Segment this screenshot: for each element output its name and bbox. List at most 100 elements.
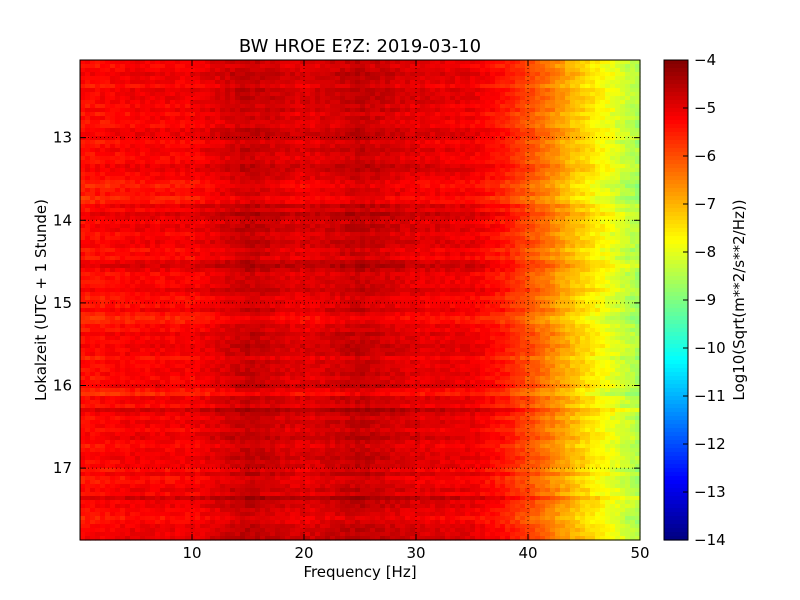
heatmap-cell (315, 232, 321, 237)
heatmap-cell (175, 148, 181, 153)
heatmap-cell (95, 192, 101, 197)
heatmap-cell (580, 112, 586, 117)
heatmap-cell (515, 168, 521, 173)
heatmap-cell (510, 76, 516, 81)
heatmap-cell (195, 144, 201, 149)
heatmap-cell (520, 216, 526, 221)
heatmap-cell (605, 112, 611, 117)
heatmap-cell (300, 232, 306, 237)
heatmap-cell (350, 112, 356, 117)
heatmap-cell (240, 168, 246, 173)
heatmap-cell (495, 120, 501, 125)
heatmap-cell (510, 116, 516, 121)
heatmap-cell (475, 180, 481, 185)
heatmap-cell (310, 200, 316, 205)
heatmap-cell (200, 160, 206, 165)
heatmap-cell (455, 88, 461, 93)
heatmap-cell (145, 72, 151, 77)
heatmap-cell (145, 60, 151, 65)
heatmap-cell (125, 160, 131, 165)
heatmap-cell (535, 208, 541, 213)
heatmap-cell (345, 196, 351, 201)
heatmap-cell (410, 196, 416, 201)
heatmap-cell (590, 124, 596, 129)
heatmap-cell (595, 64, 601, 69)
heatmap-cell (235, 68, 241, 73)
heatmap-cell (285, 112, 291, 117)
heatmap-cell (145, 236, 151, 241)
heatmap-cell (435, 208, 441, 213)
heatmap-cell (140, 176, 146, 181)
heatmap-cell (470, 180, 476, 185)
heatmap-cell (370, 176, 376, 181)
heatmap-cell (370, 236, 376, 241)
heatmap-cell (395, 108, 401, 113)
heatmap-cell (255, 228, 261, 233)
heatmap-cell (300, 112, 306, 117)
heatmap-cell (410, 160, 416, 165)
heatmap-cell (310, 224, 316, 229)
heatmap-cell (635, 76, 641, 81)
heatmap-cell (175, 112, 181, 117)
heatmap-cell (355, 104, 361, 109)
heatmap-cell (540, 64, 546, 69)
heatmap-cell (470, 220, 476, 225)
heatmap-cell (325, 184, 331, 189)
heatmap-cell (495, 140, 501, 145)
heatmap-cell (155, 104, 161, 109)
heatmap-cell (215, 92, 221, 97)
heatmap-cell (240, 140, 246, 145)
heatmap-cell (490, 212, 496, 217)
heatmap-cell (420, 76, 426, 81)
heatmap-cell (110, 128, 116, 133)
heatmap-cell (615, 220, 621, 225)
heatmap-cell (345, 92, 351, 97)
heatmap-cell (515, 140, 521, 145)
heatmap-cell (110, 148, 116, 153)
heatmap-cell (555, 132, 561, 137)
heatmap-cell (545, 168, 551, 173)
heatmap-cell (160, 60, 166, 65)
heatmap-cell (585, 172, 591, 177)
heatmap-cell (205, 88, 211, 93)
heatmap-cell (620, 204, 626, 209)
heatmap-cell (225, 172, 231, 177)
heatmap-cell (130, 140, 136, 145)
heatmap-cell (460, 84, 466, 89)
heatmap-cell (445, 164, 451, 169)
heatmap-cell (385, 204, 391, 209)
heatmap-cell (80, 124, 86, 129)
heatmap-cell (80, 168, 86, 173)
heatmap-cell (385, 100, 391, 105)
heatmap-cell (510, 168, 516, 173)
heatmap-cell (530, 176, 536, 181)
heatmap-cell (215, 76, 221, 81)
heatmap-cell (195, 172, 201, 177)
heatmap-cell (460, 136, 466, 141)
heatmap-cell (545, 232, 551, 237)
heatmap-cell (135, 224, 141, 229)
heatmap-cell (350, 224, 356, 229)
heatmap-cell (275, 88, 281, 93)
heatmap-cell (385, 72, 391, 77)
heatmap-cell (425, 80, 431, 85)
heatmap-cell (85, 144, 91, 149)
heatmap-cell (160, 132, 166, 137)
heatmap-cell (415, 192, 421, 197)
heatmap-cell (365, 136, 371, 141)
heatmap-cell (590, 132, 596, 137)
heatmap-cell (145, 188, 151, 193)
heatmap-cell (460, 72, 466, 77)
heatmap-cell (210, 64, 216, 69)
heatmap-cell (425, 204, 431, 209)
heatmap-cell (510, 84, 516, 89)
heatmap-cell (450, 204, 456, 209)
heatmap-cell (615, 120, 621, 125)
heatmap-cell (305, 136, 311, 141)
heatmap-cell (200, 148, 206, 153)
heatmap-cell (480, 180, 486, 185)
heatmap-cell (105, 144, 111, 149)
heatmap-cell (170, 160, 176, 165)
heatmap-cell (220, 232, 226, 237)
heatmap-cell (520, 96, 526, 101)
